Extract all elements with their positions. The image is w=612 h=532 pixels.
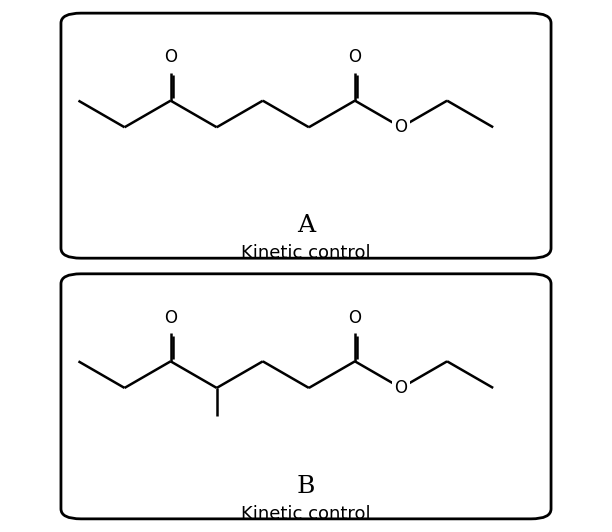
Text: O: O [348, 48, 362, 66]
Text: B: B [297, 475, 315, 498]
Text: O: O [395, 379, 408, 397]
Text: Kinetic control: Kinetic control [241, 244, 371, 262]
Text: O: O [164, 309, 177, 327]
Text: O: O [164, 48, 177, 66]
Text: O: O [395, 118, 408, 136]
Text: Kinetic control: Kinetic control [241, 505, 371, 523]
Text: A: A [297, 214, 315, 237]
Text: O: O [348, 309, 362, 327]
